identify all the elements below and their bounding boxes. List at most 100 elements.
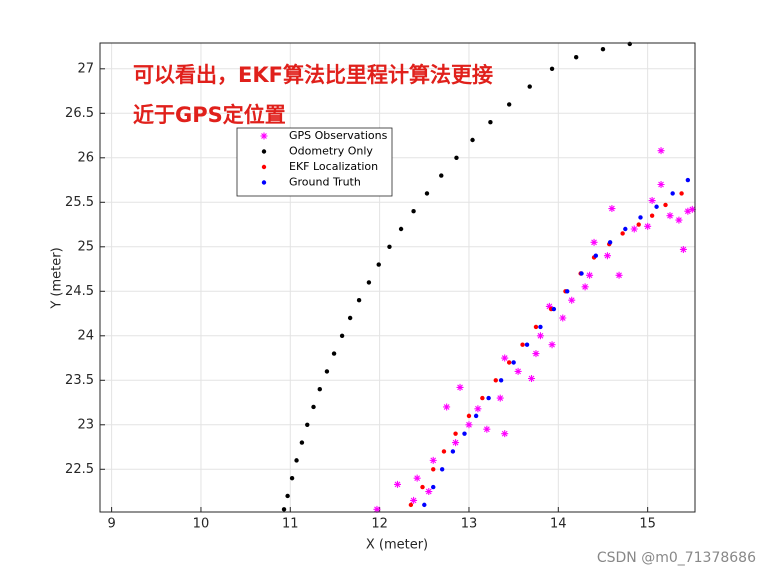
data-point xyxy=(299,440,305,445)
legend-marker xyxy=(260,132,268,140)
data-point xyxy=(565,289,570,294)
data-point xyxy=(688,205,696,213)
data-point xyxy=(620,231,625,236)
data-point xyxy=(644,222,652,230)
data-point xyxy=(623,226,628,232)
data-point xyxy=(324,369,330,374)
data-point xyxy=(410,496,418,504)
data-point xyxy=(408,502,414,508)
data-point xyxy=(466,413,472,419)
data-point xyxy=(654,204,659,209)
data-point xyxy=(305,422,310,427)
data-point xyxy=(666,212,674,220)
data-point xyxy=(663,202,668,208)
legend-box xyxy=(236,127,393,197)
data-point xyxy=(376,262,381,267)
data-point xyxy=(450,449,456,454)
data-point xyxy=(486,395,491,401)
y-tick-label: 24.5 xyxy=(65,284,94,299)
data-point xyxy=(675,216,683,224)
y-tick-label: 26.5 xyxy=(65,106,94,121)
data-point xyxy=(441,449,447,454)
data-point xyxy=(559,314,567,322)
data-point xyxy=(431,484,436,490)
data-point xyxy=(425,488,433,496)
data-point xyxy=(573,55,579,60)
data-point xyxy=(311,404,316,410)
data-point xyxy=(607,240,613,245)
data-point xyxy=(524,342,530,347)
y-tick-label: 25 xyxy=(77,239,94,254)
data-point xyxy=(356,297,362,303)
data-point xyxy=(294,458,299,463)
data-point xyxy=(514,367,522,375)
data-point xyxy=(551,306,557,312)
data-point xyxy=(579,271,584,276)
x-tick-label: 13 xyxy=(461,517,478,532)
legend-marker xyxy=(261,180,267,185)
data-point xyxy=(501,354,509,362)
data-point xyxy=(473,413,479,419)
y-tick-label: 24 xyxy=(77,328,94,343)
x-tick-label: 11 xyxy=(282,517,299,532)
plot-area xyxy=(100,43,695,512)
watermark: CSDN @m0_71378686 xyxy=(597,550,756,566)
data-point xyxy=(289,475,295,481)
data-point xyxy=(615,271,623,279)
data-point xyxy=(453,431,458,436)
data-point xyxy=(586,271,594,279)
data-point xyxy=(532,350,540,358)
data-point xyxy=(480,395,485,401)
data-point xyxy=(470,137,475,143)
data-point xyxy=(670,191,675,196)
data-point xyxy=(496,394,504,402)
data-point xyxy=(511,360,516,365)
legend-label: GPS Observations xyxy=(289,129,388,142)
data-point xyxy=(420,484,425,490)
data-point xyxy=(424,191,430,196)
data-point xyxy=(488,120,493,125)
y-tick-label: 26 xyxy=(77,150,94,165)
data-point xyxy=(590,238,598,246)
data-point xyxy=(431,467,436,472)
data-point xyxy=(593,253,599,258)
data-point xyxy=(568,296,576,304)
data-point xyxy=(581,283,589,291)
data-point xyxy=(684,207,692,215)
x-tick-label: 12 xyxy=(371,517,388,532)
data-point xyxy=(657,147,665,155)
x-tick-label: 10 xyxy=(193,517,210,532)
data-point xyxy=(331,351,337,356)
legend-label: Ground Truth xyxy=(289,176,361,189)
x-axis-label: X (meter) xyxy=(366,538,428,553)
data-point xyxy=(456,383,464,391)
data-point xyxy=(429,456,437,464)
data-point xyxy=(533,324,539,330)
data-point xyxy=(603,252,611,260)
data-point xyxy=(506,360,512,365)
data-point xyxy=(493,378,498,383)
legend-label: EKF Localization xyxy=(289,160,378,173)
data-point xyxy=(520,342,525,347)
data-point xyxy=(347,315,353,321)
data-point xyxy=(465,421,473,429)
annotation: 可以看出，EKF算法比里程计算法更接 xyxy=(133,63,493,87)
data-point xyxy=(679,191,684,196)
data-point xyxy=(685,177,691,183)
annotation: 近于GPS定位置 xyxy=(133,103,286,127)
data-point xyxy=(536,332,544,340)
y-axis-label: Y (meter) xyxy=(50,247,65,309)
data-point xyxy=(638,215,643,220)
axes-box xyxy=(99,42,696,513)
data-point xyxy=(608,205,616,213)
data-point xyxy=(339,333,345,338)
y-tick-label: 27 xyxy=(77,61,94,76)
legend-marker xyxy=(261,149,267,154)
data-point xyxy=(679,245,687,253)
legend-marker xyxy=(261,164,267,170)
x-tick-label: 9 xyxy=(107,517,115,532)
y-tick-label: 23.5 xyxy=(65,373,94,388)
x-tick-label: 14 xyxy=(550,517,567,532)
data-point xyxy=(527,84,532,89)
